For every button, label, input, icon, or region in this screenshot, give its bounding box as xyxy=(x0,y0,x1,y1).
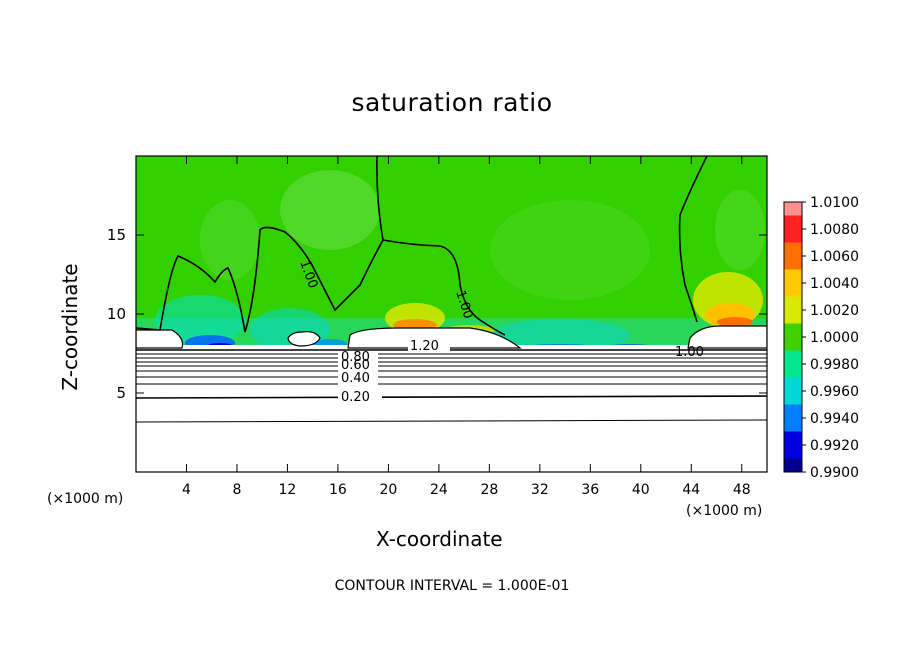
cloud-blob xyxy=(136,329,184,349)
contour-label-bg xyxy=(408,339,450,352)
colorbar-swatch xyxy=(784,323,802,351)
y-tick-label: 10 xyxy=(107,305,126,323)
x-tick-label: 24 xyxy=(430,482,448,498)
colorbar-swatch xyxy=(784,377,802,405)
colorbar-swatch xyxy=(784,296,802,324)
contour-line xyxy=(136,156,384,333)
colorbar-tick-label: 1.0080 xyxy=(810,222,859,238)
colorbar-tick-label: 1.0100 xyxy=(810,195,859,211)
contour-interval-note: CONTOUR INTERVAL = 1.000E-01 xyxy=(334,578,570,594)
field-cyan-patch xyxy=(490,319,630,351)
field-cyan-patch xyxy=(155,295,245,345)
contour-label: 1.20 xyxy=(410,339,439,354)
y-axis-ticks: 5 10 15 xyxy=(107,226,767,402)
contour-label: 0.80 xyxy=(341,350,370,365)
colorbar: 1.0100 1.0080 1.0060 1.0040 1.0020 1.0000 0.99… xyxy=(783,195,859,481)
x-tick-label: 48 xyxy=(733,482,751,498)
field-light-patch xyxy=(280,170,380,250)
x-axis-label: X-coordinate xyxy=(376,527,503,551)
colorbar-tick-label: 1.0040 xyxy=(810,276,859,292)
x-axis-ticks: 4 8 12 16 20 24 28 32 36 40 44 48 xyxy=(182,156,751,498)
colorbar-tick-label: 1.0000 xyxy=(810,330,859,346)
x-tick-label: 44 xyxy=(682,482,700,498)
x-tick-label: 8 xyxy=(232,482,241,498)
x-unit-right: (×1000 m) xyxy=(686,503,763,519)
colorbar-tick-label: 0.9980 xyxy=(810,357,859,373)
contour-label-bg xyxy=(338,389,382,403)
colorbar-swatch xyxy=(784,350,802,378)
contour-line xyxy=(678,156,708,323)
field-warm-patch xyxy=(717,317,753,327)
x-tick-label: 40 xyxy=(632,482,650,498)
chart-title: saturation ratio xyxy=(351,88,553,117)
y-tick-label: 15 xyxy=(107,226,126,244)
cloud-blob xyxy=(287,331,321,347)
colorbar-tick-label: 0.9960 xyxy=(810,384,859,400)
field-light-patch xyxy=(490,200,650,300)
x-tick-label: 16 xyxy=(329,482,347,498)
contour-label-bg xyxy=(338,351,378,385)
contour-label: 0.40 xyxy=(341,371,370,386)
colorbar-tick-label: 1.0020 xyxy=(810,303,859,319)
colorbar-swatch xyxy=(784,404,802,432)
colorbar-tick-label: 0.9900 xyxy=(810,465,859,481)
contour-label: 0.60 xyxy=(341,358,370,373)
colorbar-tick-label: 1.0060 xyxy=(810,249,859,265)
cloud-blob xyxy=(347,327,522,349)
colorbar-swatch xyxy=(784,431,802,459)
x-tick-label: 36 xyxy=(581,482,599,498)
x-tick-label: 12 xyxy=(279,482,297,498)
colorbar-tick-label: 0.9920 xyxy=(810,438,859,454)
x-tick-label: 4 xyxy=(182,482,191,498)
colorbar-swatch xyxy=(784,458,802,472)
x-unit-left: (×1000 m) xyxy=(47,491,124,507)
lower-contours xyxy=(136,349,767,423)
field-light-patch xyxy=(715,190,765,270)
x-tick-label: 32 xyxy=(531,482,549,498)
x-tick-label: 28 xyxy=(480,482,498,498)
subsaturated-region xyxy=(136,345,767,472)
field-light-patch xyxy=(200,200,260,280)
contour-line xyxy=(382,239,506,336)
y-tick-label: 5 xyxy=(116,384,126,402)
contour-label: 0.20 xyxy=(341,390,370,405)
contour-label: 1.00 xyxy=(675,345,704,360)
colorbar-swatch xyxy=(784,202,802,216)
colorbar-swatch xyxy=(784,269,802,297)
cloud-blob xyxy=(687,325,767,349)
x-tick-label: 20 xyxy=(379,482,397,498)
plot-field xyxy=(136,156,767,472)
colorbar-swatch xyxy=(784,215,802,243)
colorbar-swatch xyxy=(784,242,802,270)
colorbar-tick-label: 0.9940 xyxy=(810,411,859,427)
